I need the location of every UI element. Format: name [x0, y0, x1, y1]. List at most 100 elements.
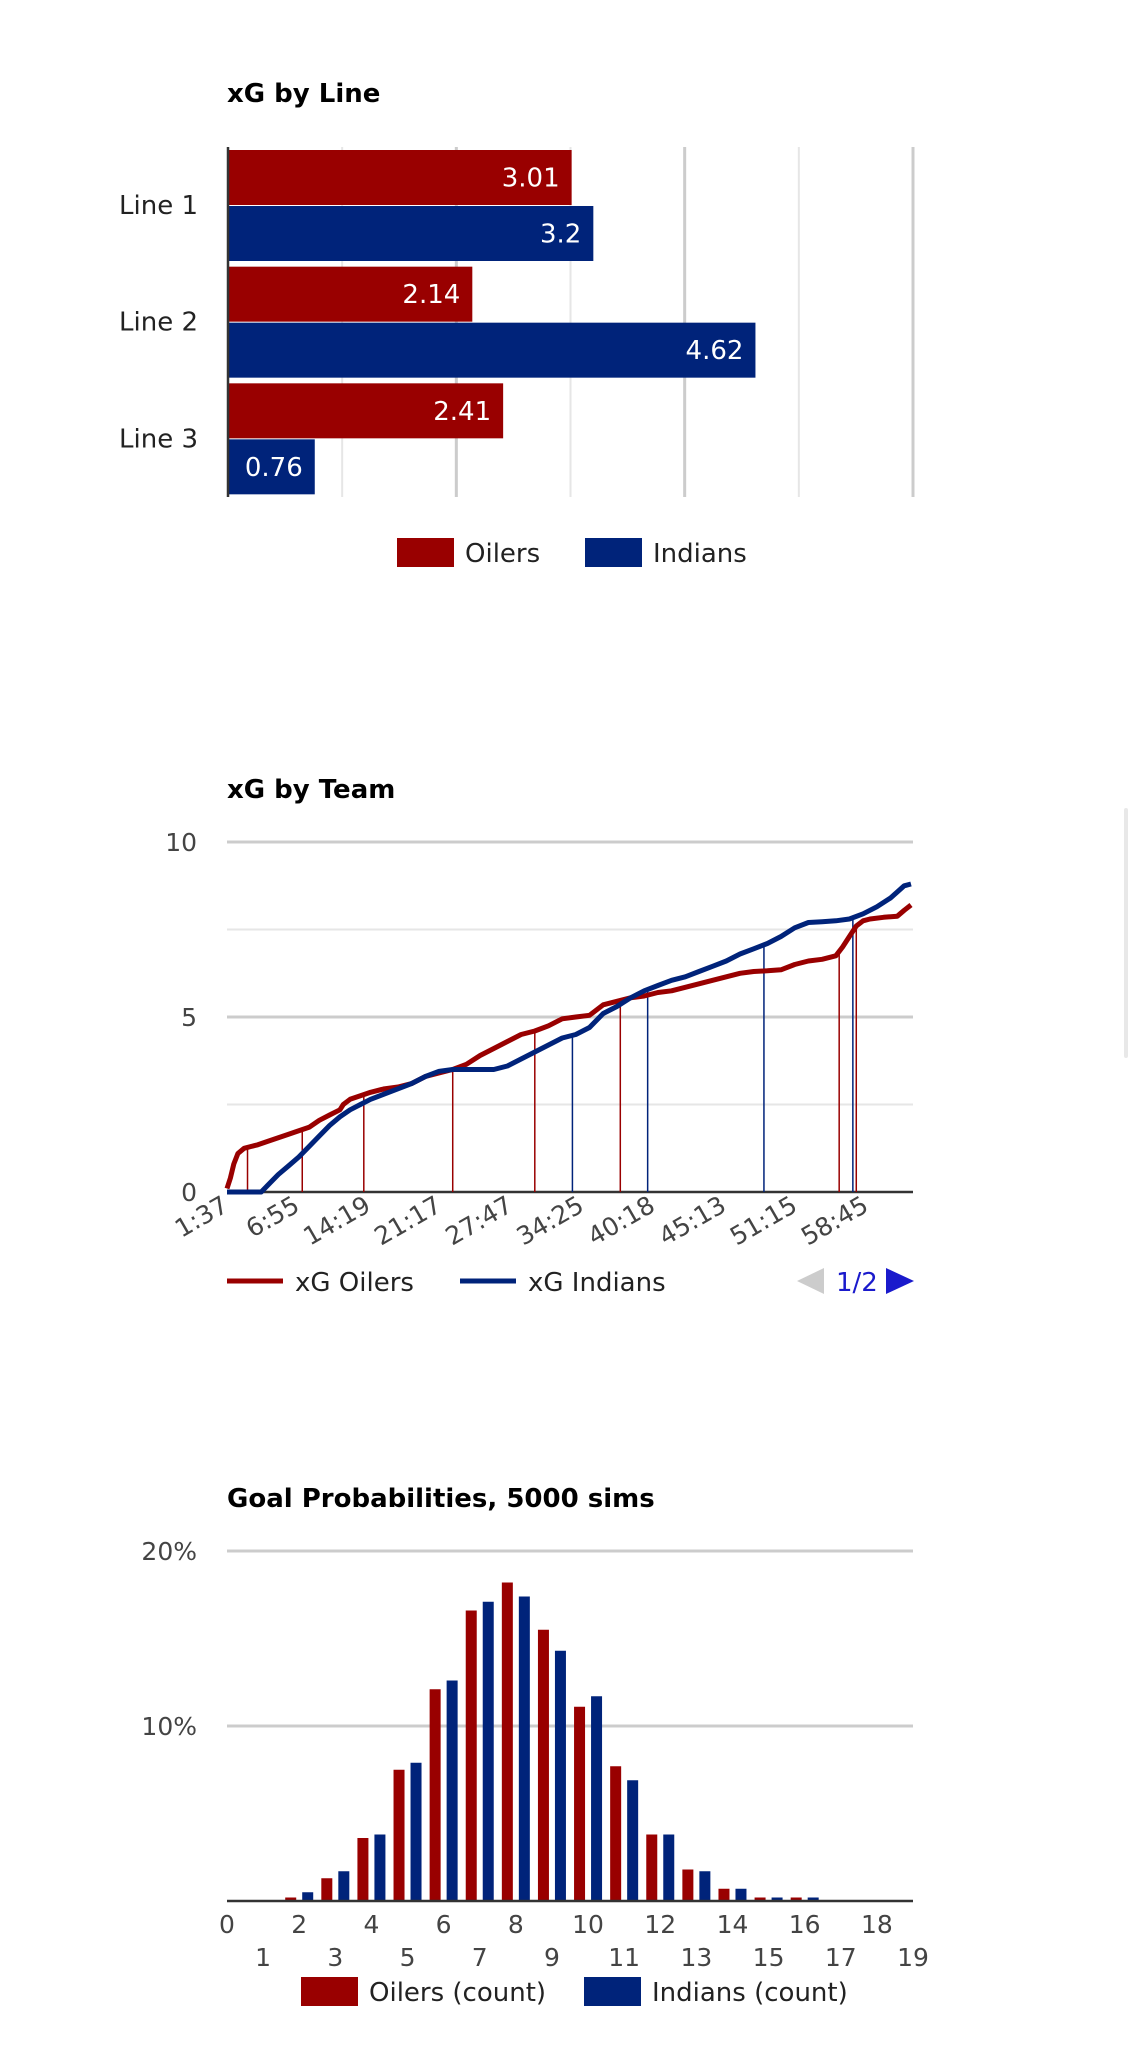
x-tick-label: 45:13 — [654, 1190, 731, 1251]
data-label: 0.76 — [245, 453, 303, 483]
data-label: 2.41 — [433, 397, 491, 427]
series-line — [227, 881, 912, 1195]
legend-item-xg-indians[interactable]: xG Indians — [460, 1268, 666, 1298]
bar — [357, 1838, 369, 1901]
triangle-right-icon[interactable] — [886, 1268, 914, 1294]
chart-title: Goal Probabilities, 5000 sims — [227, 1484, 655, 1514]
legend: Oilers (count) Indians (count) — [301, 1977, 848, 2008]
bar — [771, 1897, 783, 1901]
x-tick-label: 10 — [572, 1910, 604, 1939]
x-tick-label: 58:45 — [796, 1190, 873, 1251]
bar — [228, 206, 594, 261]
bar — [718, 1888, 730, 1901]
x-tick-label: 3 — [327, 1943, 343, 1972]
xg-by-line-chart: xG by Line 3.01 3.2 2.14 4.62 2.41 0.76 Line … — [119, 79, 915, 569]
x-tick-label: 51:15 — [725, 1190, 802, 1251]
bar — [228, 150, 572, 205]
bar — [374, 1834, 386, 1901]
legend-item-oilers-count[interactable]: Oilers (count) — [301, 1977, 546, 2008]
bar — [482, 1601, 494, 1901]
bar — [446, 1680, 458, 1901]
y-tick-label: 5 — [181, 1003, 197, 1032]
x-tick-label: 17 — [825, 1943, 857, 1972]
category-labels: Line 1 Line 2 Line 3 — [119, 191, 198, 454]
x-tick-label: 14 — [717, 1910, 749, 1939]
bar — [338, 1871, 350, 1901]
bar — [228, 322, 756, 378]
bar — [754, 1897, 766, 1901]
y-tick-label: 0 — [181, 1178, 197, 1207]
bar — [228, 383, 504, 439]
y-tick-label: 10% — [141, 1712, 197, 1741]
chart-title: xG by Team — [227, 775, 395, 805]
x-tick-label: 5 — [400, 1943, 416, 1972]
x-tick-label: 1:37 — [170, 1190, 233, 1243]
category-label: Line 2 — [119, 308, 198, 338]
bar — [574, 1706, 586, 1901]
data-label: 3.01 — [502, 164, 560, 194]
category-label: Line 3 — [119, 424, 198, 454]
bar — [682, 1869, 694, 1901]
legend-item-oilers[interactable]: Oilers — [397, 538, 540, 569]
data-label: 3.2 — [540, 220, 581, 250]
x-tick-label: 14:19 — [298, 1190, 375, 1251]
legend: xG Oilers xG Indians 1/2 — [227, 1268, 914, 1298]
bar — [627, 1780, 639, 1901]
bar — [429, 1689, 441, 1901]
x-tick-label: 4 — [363, 1910, 379, 1939]
legend-label: Indians (count) — [652, 1978, 848, 2008]
legend-label: xG Oilers — [295, 1268, 414, 1298]
bars: 3.01 3.2 2.14 4.62 2.41 0.76 — [228, 150, 756, 495]
x-tick-label: 34:25 — [512, 1190, 589, 1251]
bar — [735, 1888, 747, 1901]
data-label: 2.14 — [402, 280, 460, 310]
bar — [663, 1834, 675, 1901]
legend-item-indians[interactable]: Indians — [585, 538, 747, 569]
bar — [790, 1897, 802, 1901]
bar — [501, 1582, 513, 1901]
pager-label: 1/2 — [836, 1268, 878, 1298]
legend: Oilers Indians — [397, 538, 747, 569]
x-tick-label: 8 — [508, 1910, 524, 1939]
x-tick-label: 9 — [544, 1943, 560, 1972]
legend-label: Oilers — [465, 539, 540, 569]
data-label: 4.62 — [686, 336, 744, 366]
bar — [410, 1762, 422, 1901]
triangle-left-icon — [797, 1268, 824, 1294]
y-tick-label: 10 — [165, 828, 197, 857]
xg-by-team-chart: xG by Team 0 5 10 1:37 6:5514:1921:1727:473… — [165, 775, 914, 1298]
gridlines: 10% 20% — [141, 1537, 913, 1741]
x-tick-labels: 1:37 6:5514:1921:1727:4734:2540:1845:1351… — [170, 1190, 873, 1251]
legend-pager: 1/2 — [797, 1268, 914, 1298]
x-tick-label: 0 — [219, 1910, 235, 1939]
x-tick-label: 19 — [897, 1943, 929, 1972]
bar — [228, 439, 315, 495]
x-tick-label: 6 — [436, 1910, 452, 1939]
bar — [321, 1878, 333, 1901]
legend-swatch — [585, 538, 642, 567]
x-tick-label: 13 — [680, 1943, 712, 1972]
x-tick-label: 7 — [472, 1943, 488, 1972]
x-tick-label: 16 — [789, 1910, 821, 1939]
legend-swatch — [301, 1977, 358, 2006]
bar — [610, 1766, 622, 1901]
x-tick-label: 2 — [291, 1910, 307, 1939]
bar — [465, 1610, 477, 1901]
x-tick-label: 12 — [644, 1910, 676, 1939]
bar — [699, 1871, 711, 1901]
page-scrollbar[interactable] — [1124, 808, 1128, 1058]
legend-swatch — [397, 538, 454, 567]
legend-item-indians-count[interactable]: Indians (count) — [584, 1977, 848, 2008]
series-line — [224, 903, 913, 1190]
legend-swatch — [584, 1977, 641, 2006]
bar — [228, 266, 473, 322]
bar — [554, 1650, 566, 1901]
legend-label: Oilers (count) — [369, 1978, 546, 2008]
bar — [807, 1897, 819, 1901]
gridlines — [341, 147, 915, 497]
bar — [518, 1596, 530, 1901]
bar — [591, 1696, 603, 1901]
legend-item-xg-oilers[interactable]: xG Oilers — [227, 1268, 414, 1298]
x-tick-label: 21:17 — [369, 1190, 446, 1251]
